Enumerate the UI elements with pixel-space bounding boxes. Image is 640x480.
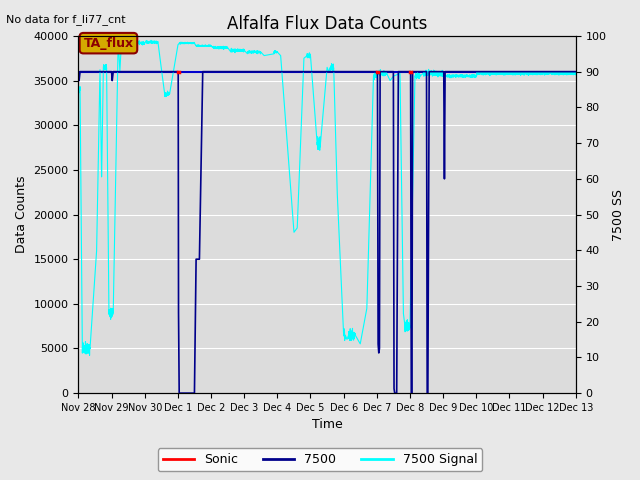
Text: TA_flux: TA_flux [83, 36, 134, 49]
Title: Alfalfa Flux Data Counts: Alfalfa Flux Data Counts [227, 15, 428, 33]
Y-axis label: 7500 SS: 7500 SS [612, 189, 625, 240]
X-axis label: Time: Time [312, 419, 342, 432]
Text: No data for f_li77_cnt: No data for f_li77_cnt [6, 14, 126, 25]
Y-axis label: Data Counts: Data Counts [15, 176, 28, 253]
Legend: Sonic, 7500, 7500 Signal: Sonic, 7500, 7500 Signal [158, 448, 482, 471]
